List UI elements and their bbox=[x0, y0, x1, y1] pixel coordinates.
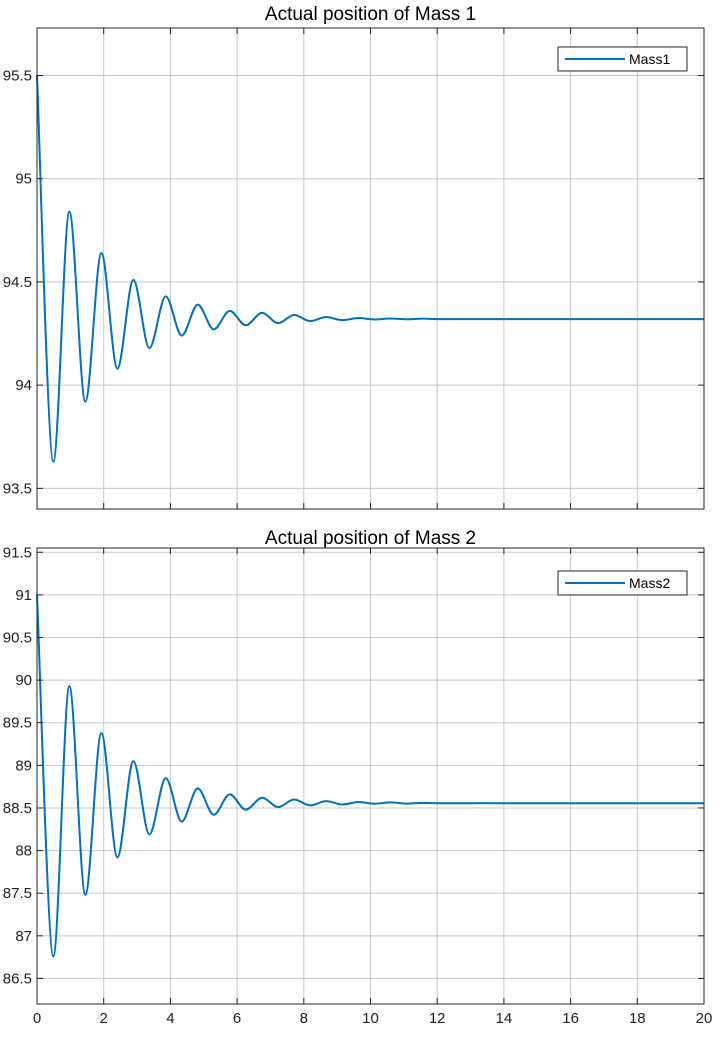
y-tick-label: 87.5 bbox=[3, 885, 32, 902]
legend: Mass2 bbox=[557, 570, 688, 596]
x-tick-label: 2 bbox=[100, 1010, 108, 1027]
x-tick-label: 6 bbox=[233, 1010, 241, 1027]
y-tick-label: 89.5 bbox=[3, 715, 32, 732]
legend: Mass1 bbox=[557, 46, 688, 72]
y-tick-label: 87 bbox=[15, 928, 32, 945]
chart-title: Actual position of Mass 2 bbox=[265, 528, 476, 549]
y-tick-label: 86.5 bbox=[3, 970, 32, 987]
x-tick-label: 0 bbox=[33, 1010, 41, 1027]
legend-label: Mass2 bbox=[629, 575, 670, 591]
series-line-Mass2 bbox=[36, 594, 704, 958]
x-tick-label: 18 bbox=[629, 1010, 646, 1027]
y-tick-label: 94 bbox=[15, 377, 32, 394]
y-tick-label: 91 bbox=[15, 587, 32, 604]
y-tick-label: 90 bbox=[15, 672, 32, 689]
chart-title: Actual position of Mass 1 bbox=[265, 4, 476, 25]
y-tick-label: 90.5 bbox=[3, 629, 32, 646]
plot-2: Actual position of Mass 2 0 2 4 6 8 10 12 14 16 18… bbox=[3, 528, 713, 1027]
plot-1: Actual position of Mass 1 93.5 94 94.5 95 95.… bbox=[3, 4, 705, 510]
y-tick-label: 93.5 bbox=[3, 480, 32, 497]
y-tick-label: 89 bbox=[15, 757, 32, 774]
x-tick-label: 20 bbox=[696, 1010, 713, 1027]
x-tick-label: 8 bbox=[300, 1010, 308, 1027]
x-tick-label: 14 bbox=[496, 1010, 513, 1027]
y-tick-label: 95 bbox=[15, 171, 32, 188]
y-tick-label: 94.5 bbox=[3, 274, 32, 291]
x-tick-label: 16 bbox=[562, 1010, 579, 1027]
x-tick-label: 10 bbox=[362, 1010, 379, 1027]
legend-label: Mass1 bbox=[629, 51, 670, 67]
y-tick-label: 88 bbox=[15, 843, 32, 860]
y-tick-label: 95.5 bbox=[3, 67, 32, 84]
x-tick-label: 12 bbox=[429, 1010, 446, 1027]
y-tick-label: 91.5 bbox=[3, 544, 32, 561]
x-tick-label: 4 bbox=[166, 1010, 174, 1027]
y-tick-label: 88.5 bbox=[3, 800, 32, 817]
series-line-Mass1 bbox=[36, 75, 704, 463]
